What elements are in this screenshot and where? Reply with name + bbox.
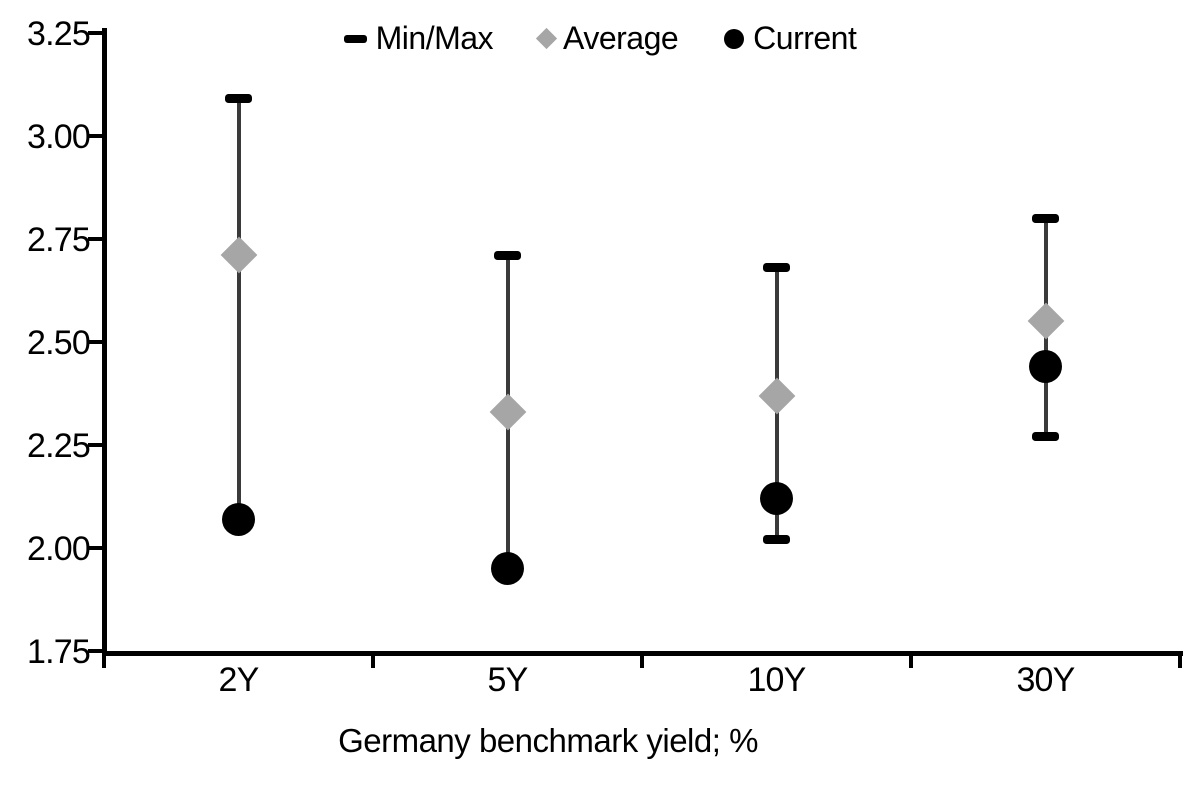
current-marker-30Y xyxy=(1029,350,1062,384)
y-tick-label: 2.00 xyxy=(27,530,91,568)
current-marker-10Y xyxy=(760,482,793,516)
current-circle-icon xyxy=(724,28,745,49)
y-tick-mark xyxy=(88,134,104,138)
x-category-label: 5Y xyxy=(487,661,529,699)
y-tick-label: 2.50 xyxy=(27,324,91,362)
average-marker-5Y xyxy=(489,393,526,431)
y-tick-mark xyxy=(88,31,104,35)
max-cap-2Y xyxy=(225,94,252,104)
x-tick-mark xyxy=(909,655,913,668)
y-axis-line xyxy=(101,28,107,656)
y-tick-label: 2.75 xyxy=(27,221,91,259)
max-cap-10Y xyxy=(763,263,790,273)
average-marker-10Y xyxy=(758,377,795,414)
y-tick-mark xyxy=(88,443,104,447)
y-tick-label: 3.25 xyxy=(27,15,91,53)
y-tick-label: 2.25 xyxy=(27,427,91,465)
min-cap-10Y xyxy=(763,535,790,545)
legend-minmax-label: Min/Max xyxy=(375,20,494,56)
y-tick-mark xyxy=(88,237,104,241)
min-cap-30Y xyxy=(1032,432,1059,442)
average-marker-30Y xyxy=(1027,303,1064,340)
x-category-label: 2Y xyxy=(218,661,260,699)
current-marker-2Y xyxy=(222,502,255,536)
x-category-label: 30Y xyxy=(1016,661,1075,699)
max-cap-30Y xyxy=(1032,213,1059,223)
legend-item-current: Current xyxy=(724,20,857,57)
y-tick-mark xyxy=(88,546,104,550)
legend-current-label: Current xyxy=(753,20,857,56)
x-axis-title: Germany benchmark yield; % xyxy=(338,722,758,759)
y-tick-mark xyxy=(88,340,104,344)
chart-legend: Min/Max Average Current xyxy=(0,20,1200,57)
range-line-2Y xyxy=(236,98,241,520)
x-tick-mark xyxy=(371,655,375,668)
y-tick-label: 1.75 xyxy=(27,633,91,671)
minmax-dash-icon xyxy=(343,34,367,43)
average-marker-2Y xyxy=(220,237,257,274)
current-marker-5Y xyxy=(491,552,524,586)
legend-item-minmax: Min/Max xyxy=(343,20,494,57)
x-tick-mark xyxy=(640,655,644,668)
legend-average-label: Average xyxy=(563,20,679,56)
legend-item-average: Average xyxy=(535,20,679,57)
x-tick-mark xyxy=(1178,655,1182,668)
x-tick-mark xyxy=(102,655,106,668)
max-cap-5Y xyxy=(494,250,521,260)
average-diamond-icon xyxy=(535,27,558,50)
x-axis-line xyxy=(101,650,1183,656)
y-tick-label: 3.00 xyxy=(27,118,91,156)
x-category-label: 10Y xyxy=(747,661,806,699)
y-tick-mark xyxy=(88,649,104,653)
